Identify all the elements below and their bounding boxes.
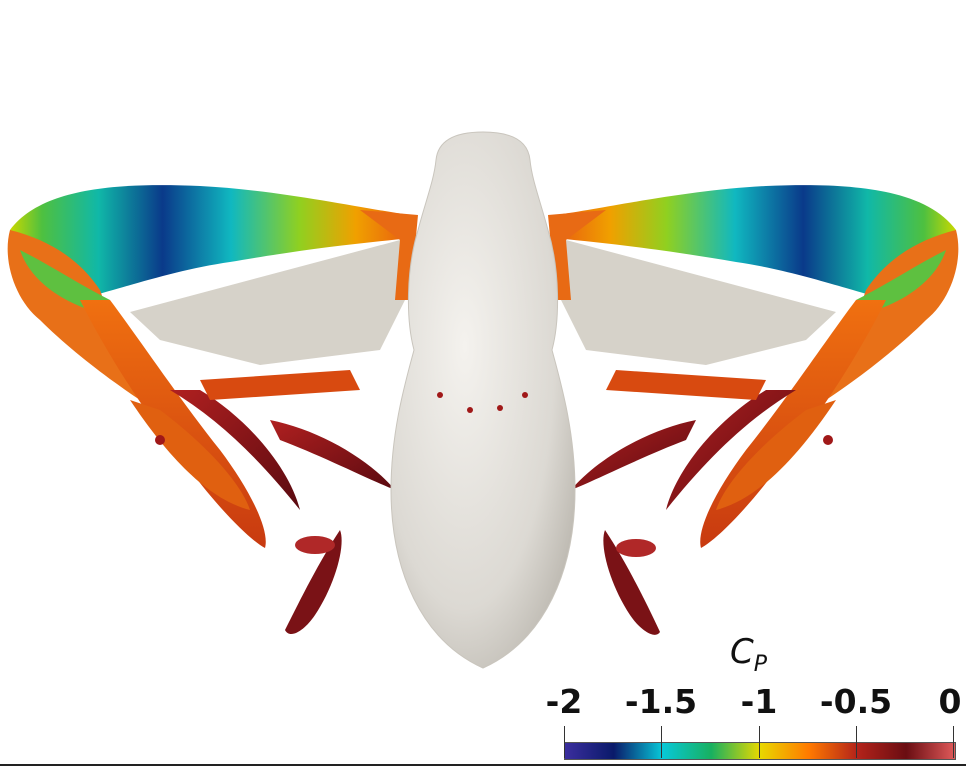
- colorbar-tick-mark: [759, 726, 760, 758]
- right-wing-root: [548, 210, 606, 300]
- left-leading-edge-vortex: [10, 185, 412, 300]
- right-trailing-vortex-4: [606, 370, 766, 400]
- right-tip-vortex-edge: [856, 250, 946, 310]
- colorbar-tick-mark: [564, 726, 565, 758]
- left-wing-membrane: [130, 240, 410, 365]
- right-leading-edge-vortex: [554, 185, 956, 300]
- left-trailing-vortex-2: [130, 400, 250, 510]
- colorbar-title: CP: [730, 632, 768, 677]
- left-wing-root: [360, 210, 418, 300]
- left-shed-vortex-1: [285, 530, 342, 635]
- colorbar-tick-mark: [661, 726, 662, 758]
- pressure-coefficient-colorbar: CP -2 -1.5 -1 -0.5 0: [540, 630, 962, 760]
- colorbar-tick-label: -0.5: [819, 682, 893, 721]
- colorbar-tick-mark: [856, 726, 857, 758]
- right-shed-vortex-1: [603, 530, 660, 635]
- right-trailing-vortex-2: [716, 400, 836, 510]
- insect-body: [390, 131, 576, 669]
- left-trailing-vortex-4: [200, 370, 360, 400]
- colorbar-tick-label: -1: [740, 682, 778, 721]
- left-shed-vortex-2: [295, 536, 335, 554]
- colorbar-gradient: [564, 742, 956, 760]
- right-wing-membrane: [556, 240, 836, 365]
- colorbar-tick-label: -2: [545, 682, 583, 721]
- colorbar-tick-mark: [953, 726, 954, 758]
- colorbar-tick-label: 0: [938, 682, 962, 721]
- colorbar-tick-label: -1.5: [624, 682, 698, 721]
- left-tip-vortex-edge: [20, 250, 110, 310]
- left-trailing-vortex-5: [270, 420, 395, 490]
- frame-border: [0, 764, 966, 766]
- right-shed-vortex-2: [616, 539, 656, 557]
- right-trailing-vortex-5: [571, 420, 696, 490]
